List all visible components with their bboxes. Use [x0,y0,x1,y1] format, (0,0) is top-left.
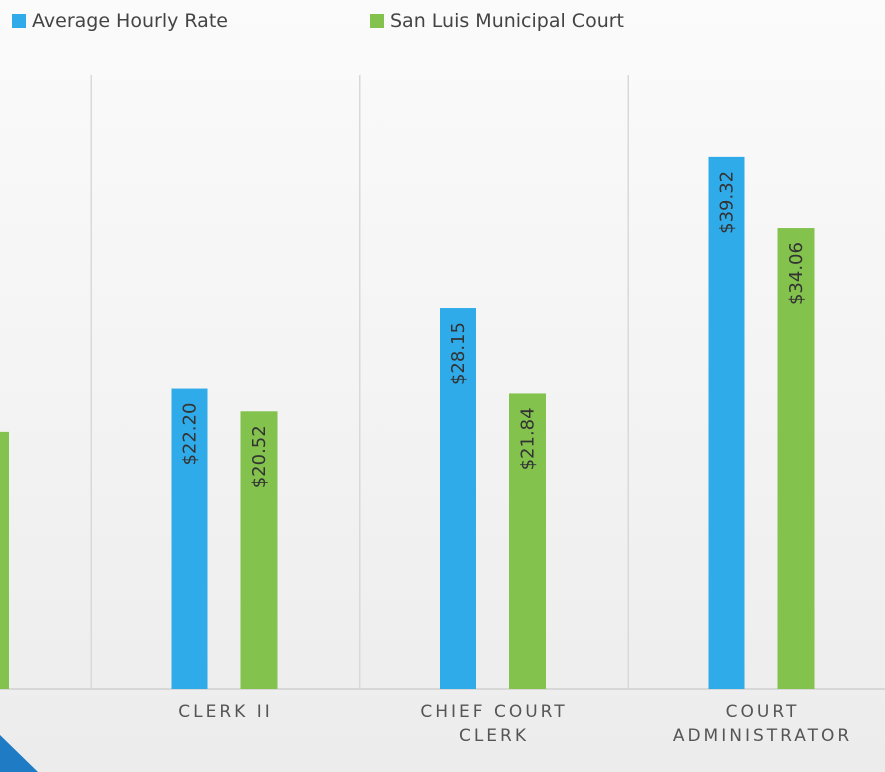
bar [509,393,546,689]
x-tick-label: CHIEF COURT CLERK [420,702,568,746]
bar [0,431,9,689]
data-label: $28.15 [448,322,469,385]
bar [440,308,476,689]
bar [240,411,278,689]
legend-swatch [12,14,26,28]
data-label: $34.06 [786,242,807,305]
corner-decoration [0,735,38,772]
legend-label: Average Hourly Rate [32,10,228,32]
legend-label: San Luis Municipal Court [390,10,624,32]
legend-item: San Luis Municipal Court [370,10,624,32]
legend-item: Average Hourly Rate [12,10,228,32]
bar [708,156,745,690]
legend-swatch [370,14,384,28]
data-label: $22.20 [180,403,201,466]
data-label: $20.52 [249,425,270,488]
bar [171,388,208,689]
data-label: $19.00 [0,446,2,509]
bar [777,228,815,689]
data-label: $39.32 [717,171,738,234]
data-label: $21.84 [518,407,539,470]
x-tick-label: I [0,700,67,724]
x-tick-label: CLERK II [178,702,273,722]
x-tick-label: COURT ADMINISTRATOR [672,702,853,746]
